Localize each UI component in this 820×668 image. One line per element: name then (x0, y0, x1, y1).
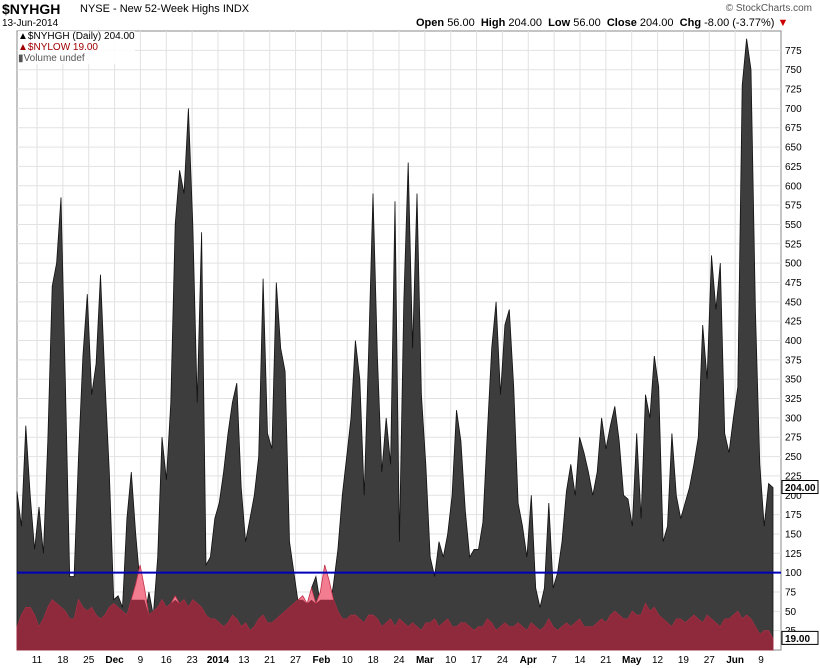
x-tick-label: 18 (57, 655, 69, 666)
lows-area-series (17, 599, 773, 650)
close-label: Close (606, 17, 637, 29)
x-tick-label: 18 (368, 655, 380, 666)
last-value-box-lows (781, 630, 819, 645)
close-value: 204.00 (639, 17, 674, 29)
y-tick-label: 400 (785, 336, 802, 347)
y-tick-label: 450 (785, 297, 802, 308)
high-label: High (480, 17, 506, 29)
legend-highs: ▲$NYHGH (Daily) 204.00 (18, 31, 135, 42)
brand-watermark: © StockCharts.com (725, 3, 812, 14)
y-tick-label: 150 (785, 529, 802, 540)
high-value: 204.00 (508, 17, 543, 29)
x-tick-label: 10 (445, 655, 457, 666)
y-tick-label: 175 (785, 510, 802, 521)
y-tick-label: 250 (785, 452, 802, 463)
x-tick-label: 21 (600, 655, 612, 666)
last-value-box-highs (781, 480, 819, 495)
x-tick-label: 9 (758, 655, 764, 666)
x-tick-label: 16 (161, 655, 173, 666)
y-tick-label: 75 (785, 587, 797, 598)
x-tick-label: 25 (83, 655, 95, 666)
y-tick-label: 50 (785, 607, 797, 618)
y-tick-label: 725 (785, 85, 802, 96)
last-value-label-highs: 204.00 (785, 483, 816, 494)
x-tick-label: Dec (105, 655, 124, 666)
y-tick-label: 625 (785, 162, 802, 173)
symbol-description: NYSE - New 52-Week Highs INDX (80, 3, 250, 15)
x-tick-label: 14 (574, 655, 586, 666)
ohlc-readout: Open 56.00 High 204.00 Low 56.00 Close 2… (416, 17, 788, 29)
x-tick-label: 24 (393, 655, 405, 666)
chg-value: -8.00 (-3.77%) (704, 17, 775, 29)
chart-legend: ▲$NYHGH (Daily) 204.00 ▲$NYLOW 19.00 ▮Vo… (18, 31, 135, 64)
x-tick-label: 13 (238, 655, 250, 666)
legend-volume: ▮Volume undef (18, 53, 85, 64)
y-tick-label: 375 (785, 355, 802, 366)
legend-lows: ▲$NYLOW 19.00 (18, 42, 98, 53)
x-tick-label: 24 (497, 655, 509, 666)
last-value-label-lows: 19.00 (785, 634, 810, 645)
x-tick-label: Apr (520, 655, 537, 666)
x-tick-label: 21 (264, 655, 276, 666)
y-tick-label: 575 (785, 201, 802, 212)
open-label: Open (416, 17, 445, 29)
y-tick-label: 275 (785, 433, 802, 444)
symbol-title: $NYHGH (2, 1, 61, 17)
y-tick-label: 200 (785, 491, 802, 502)
x-tick-label: 23 (187, 655, 199, 666)
x-tick-label: 12 (652, 655, 664, 666)
x-tick-label: 19 (678, 655, 690, 666)
y-tick-label: 350 (785, 375, 802, 386)
y-tick-label: 500 (785, 259, 802, 270)
x-tick-label: 27 (704, 655, 716, 666)
x-tick-label: Feb (313, 655, 331, 666)
chg-label: Chg (679, 17, 702, 29)
y-tick-label: 325 (785, 394, 802, 405)
y-tick-label: 475 (785, 278, 802, 289)
chart-header: $NYHGH NYSE - New 52-Week Highs INDX 13-… (0, 0, 820, 30)
y-tick-label: 750 (785, 65, 802, 76)
chart-date: 13-Jun-2014 (2, 18, 59, 29)
y-tick-label: 100 (785, 568, 802, 579)
y-tick-label: 650 (785, 143, 802, 154)
x-tick-label: May (622, 655, 642, 666)
y-tick-label: 525 (785, 239, 802, 250)
y-tick-label: 600 (785, 181, 802, 192)
y-tick-label: 125 (785, 549, 802, 560)
x-tick-label: 2014 (207, 655, 230, 666)
x-tick-label: 17 (471, 655, 483, 666)
x-tick-label: 27 (290, 655, 302, 666)
x-tick-label: 9 (138, 655, 144, 666)
low-label: Low (548, 17, 571, 29)
y-tick-label: 775 (785, 46, 802, 57)
y-tick-label: 300 (785, 413, 802, 424)
x-tick-label: 7 (551, 655, 557, 666)
low-value: 56.00 (573, 17, 601, 29)
y-tick-label: 425 (785, 317, 802, 328)
y-tick-label: 225 (785, 471, 802, 482)
x-tick-label: 10 (342, 655, 354, 666)
x-tick-label: Jun (726, 655, 744, 666)
y-tick-label: 700 (785, 104, 802, 115)
x-tick-label: 11 (32, 655, 43, 666)
x-tick-label: Mar (416, 655, 434, 666)
down-arrow-icon: ▼ (777, 17, 789, 29)
y-tick-label: 550 (785, 220, 802, 231)
y-tick-label: 675 (785, 123, 802, 134)
open-value: 56.00 (447, 17, 475, 29)
